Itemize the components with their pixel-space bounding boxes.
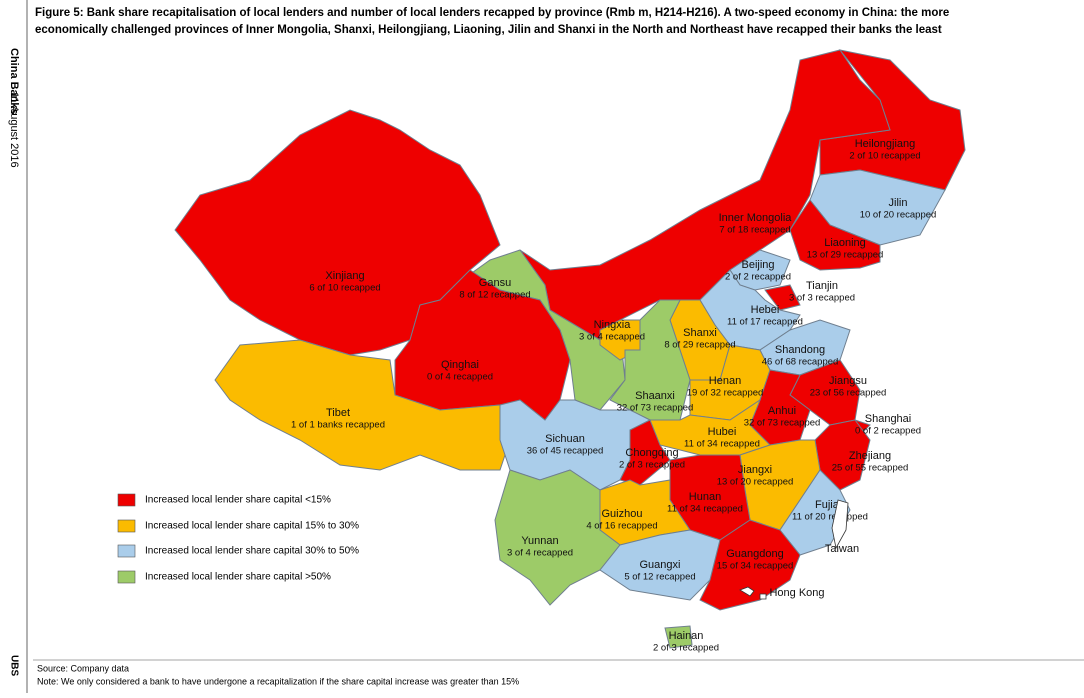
province-detail: 23 of 56 recapped bbox=[810, 388, 887, 399]
place-label: Hong Kong bbox=[769, 587, 824, 599]
province-shape bbox=[764, 284, 801, 311]
sidebar-series: China Banks bbox=[8, 48, 20, 115]
province-detail: 3 of 3 recapped bbox=[789, 293, 855, 304]
province-shape bbox=[174, 109, 501, 356]
legend-label: Increased local lender share capital <15… bbox=[145, 495, 331, 506]
province-name: Inner Mongolia bbox=[719, 212, 793, 224]
province-detail: 0 of 4 recapped bbox=[427, 372, 493, 383]
legend-label: Increased local lender share capital 30%… bbox=[145, 546, 359, 557]
province-detail: 11 of 17 recapped bbox=[727, 317, 803, 328]
province-name: Shanxi bbox=[683, 327, 717, 339]
province-shape bbox=[619, 419, 671, 486]
province-name: Beijing bbox=[741, 259, 774, 271]
province-shape bbox=[519, 49, 891, 341]
note: Note: We only considered a bank to have … bbox=[37, 676, 519, 686]
province-name: Shaanxi bbox=[635, 390, 675, 402]
province-name: Henan bbox=[709, 375, 741, 387]
province-shape bbox=[599, 529, 721, 601]
province-detail: 46 of 68 recapped bbox=[762, 357, 839, 368]
province-name: Jiangsu bbox=[829, 375, 867, 387]
province-name: Jiangxi bbox=[738, 464, 772, 476]
province-name: Shanghai bbox=[865, 413, 912, 425]
province-name: Heilongjiang bbox=[855, 138, 916, 150]
province-detail: 8 of 29 recapped bbox=[664, 340, 735, 351]
title: economically challenged provinces of Inn… bbox=[35, 24, 942, 36]
province-detail: 11 of 34 recapped bbox=[684, 439, 760, 450]
province-detail: 8 of 12 recapped bbox=[459, 290, 530, 301]
legend-label: Increased local lender share capital >50… bbox=[145, 572, 331, 583]
province-name: Yunnan bbox=[521, 535, 558, 547]
province-name: Gansu bbox=[479, 277, 511, 289]
province-detail: 1 of 1 banks recapped bbox=[291, 420, 385, 431]
province-shape bbox=[789, 199, 881, 271]
legend-swatch bbox=[117, 519, 136, 533]
province-name: Zhejiang bbox=[849, 450, 891, 462]
province-detail: 2 of 3 recapped bbox=[653, 643, 719, 654]
province-name: Guizhou bbox=[602, 508, 643, 520]
province-detail: 3 of 4 recapped bbox=[579, 332, 645, 343]
province-shape bbox=[664, 625, 693, 649]
province-shape bbox=[649, 398, 771, 456]
province-detail: 3 of 4 recapped bbox=[507, 548, 573, 559]
province-name: Sichuan bbox=[545, 433, 585, 445]
province-detail: 4 of 16 recapped bbox=[586, 521, 657, 532]
province-detail: 11 of 20 recapped bbox=[792, 512, 868, 523]
title: Figure 5: Bank share recapitalisation of… bbox=[35, 7, 949, 19]
province-name: Guangdong bbox=[726, 548, 784, 560]
province-detail: 13 of 20 recapped bbox=[717, 477, 794, 488]
province-name: Jilin bbox=[889, 197, 908, 209]
province-name: Hunan bbox=[689, 491, 721, 503]
legend-label: Increased local lender share capital 15%… bbox=[145, 521, 359, 532]
province-detail: 36 of 45 recapped bbox=[527, 446, 604, 457]
province-detail: 11 of 34 recapped bbox=[667, 504, 743, 515]
province-detail: 2 of 10 recapped bbox=[849, 151, 920, 162]
legend-swatch bbox=[117, 544, 136, 558]
province-detail: 7 of 18 recapped bbox=[719, 225, 790, 236]
province-name: Guangxi bbox=[640, 559, 681, 571]
province-detail: 32 of 73 recapped bbox=[617, 403, 694, 414]
province-name: Anhui bbox=[768, 405, 796, 417]
province-detail: 19 of 32 recapped bbox=[687, 388, 764, 399]
province-name: Hainan bbox=[669, 630, 704, 642]
legend-swatch bbox=[117, 570, 136, 584]
hong-kong-shape bbox=[739, 586, 767, 600]
province-name: Chongqing bbox=[625, 447, 678, 459]
legend-swatch bbox=[117, 493, 136, 507]
sidebar-date: 11 August 2016 bbox=[8, 92, 20, 168]
place-label: Taiwan bbox=[825, 543, 859, 555]
province-name: Hubei bbox=[708, 426, 737, 438]
province-name: Xinjiang bbox=[325, 270, 364, 282]
province-name: Liaoning bbox=[824, 237, 866, 249]
province-name: Tianjin bbox=[806, 280, 838, 292]
province-name: Hebei bbox=[751, 304, 780, 316]
province-detail: 2 of 3 recapped bbox=[619, 460, 685, 471]
province-detail: 10 of 20 recapped bbox=[860, 210, 937, 221]
province-name: Qinghai bbox=[441, 359, 479, 371]
province-detail: 25 of 55 recapped bbox=[832, 463, 909, 474]
province-detail: 5 of 12 recapped bbox=[624, 572, 695, 583]
province-shape bbox=[699, 519, 801, 611]
province-name: Ningxia bbox=[594, 319, 632, 331]
taiwan-shape bbox=[831, 499, 849, 550]
province-name: Tibet bbox=[326, 407, 350, 419]
sidebar-logo: UBS bbox=[8, 655, 19, 676]
province-detail: 2 of 2 recapped bbox=[725, 272, 791, 283]
province-name: Shandong bbox=[775, 344, 825, 356]
province-detail: 15 of 34 recapped bbox=[717, 561, 794, 572]
source: Source: Company data bbox=[37, 663, 129, 673]
province-detail: 13 of 29 recapped bbox=[807, 250, 884, 261]
province-detail: 6 of 10 recapped bbox=[309, 283, 380, 294]
province-detail: 0 of 2 recapped bbox=[855, 426, 921, 437]
province-detail: 32 of 73 recapped bbox=[744, 418, 821, 429]
province-shape bbox=[609, 299, 691, 421]
